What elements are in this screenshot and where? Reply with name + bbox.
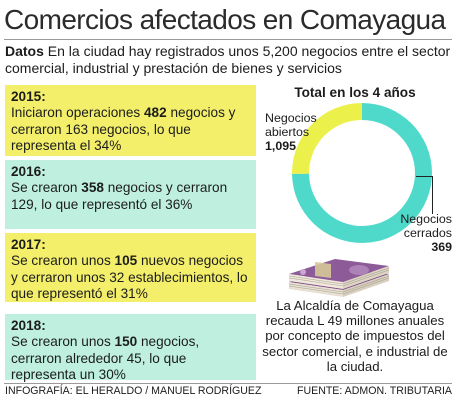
year-box-2016: 2016: Se crearon 358 negocios y cerraron …: [5, 160, 256, 229]
year-box-2015: 2015: Iniciaron operaciones 482 negocios …: [5, 85, 256, 156]
year-label: 2016:: [11, 164, 46, 179]
open-label-line-1: Negocios: [265, 111, 317, 125]
intro-lead: Datos: [5, 43, 44, 59]
closed-label-line-2: cerrados: [403, 226, 452, 240]
open-value-label: 1,095: [265, 139, 297, 153]
intro-body: En la ciudad hay registrados unos 5,200 …: [5, 43, 451, 76]
year-text-post: negocios y cerraron 129, lo que represen…: [11, 180, 228, 212]
banknote-stack: [288, 259, 390, 297]
year-text-pre: Iniciaron operaciones: [11, 105, 144, 121]
year-text-post: negocios y cerraron 163 negocios, lo que…: [11, 105, 236, 154]
closed-label-line-1: Negocios: [400, 212, 452, 226]
year-opened-count: 358: [81, 180, 104, 196]
year-text-pre: Se crearon unos: [11, 253, 115, 269]
infographic-title: Comercios afectados en Comayagua: [4, 4, 446, 35]
year-text-post: negocios, cerraron alrededor 45, lo que …: [11, 334, 200, 383]
year-opened-count: 150: [114, 334, 138, 350]
source-text: FUENTE: ADMON. TRIBUTARIA: [297, 385, 452, 397]
intro-text: Datos En la ciudad hay registrados unos …: [5, 43, 451, 77]
chart-title: Total en los 4 años: [294, 85, 416, 100]
year-label: 2018:: [11, 318, 46, 333]
year-box-2018: 2018: Se crearon unos 150 negocios, cerra…: [5, 314, 256, 383]
title-rule: [4, 39, 452, 40]
year-text-pre: Se crearon unos: [11, 334, 115, 350]
footer-rule: [4, 383, 452, 384]
year-label: 2015:: [11, 89, 46, 104]
closed-value-label: 369: [431, 240, 452, 254]
year-text-post: nuevos negocios y cerraron unos 32 estab…: [11, 253, 248, 302]
year-box-2017: 2017: Se crearon unos 105 nuevos negocios…: [5, 233, 256, 302]
money-stack-illustration: [288, 259, 390, 297]
donut-slice-cerrados: [292, 103, 362, 174]
open-slice-label: Negocios abiertos 1,095: [265, 111, 317, 153]
municipal-revenue-note: La Alcaldía de Comayagua recauda L 49 mi…: [262, 298, 448, 374]
open-label-line-2: abiertos: [265, 125, 310, 139]
credit-text: INFOGRAFÍA: EL HERALDO / MANUEL RODRÍGUE…: [5, 385, 262, 397]
closed-slice-label: Negocios cerrados 369: [390, 212, 452, 254]
closed-leader-line: [416, 176, 433, 214]
year-text-pre: Se crearon: [11, 180, 82, 196]
donut-chart: [292, 103, 432, 243]
year-opened-count: 482: [144, 105, 167, 121]
year-label: 2017:: [11, 237, 46, 252]
year-opened-count: 105: [114, 253, 138, 269]
